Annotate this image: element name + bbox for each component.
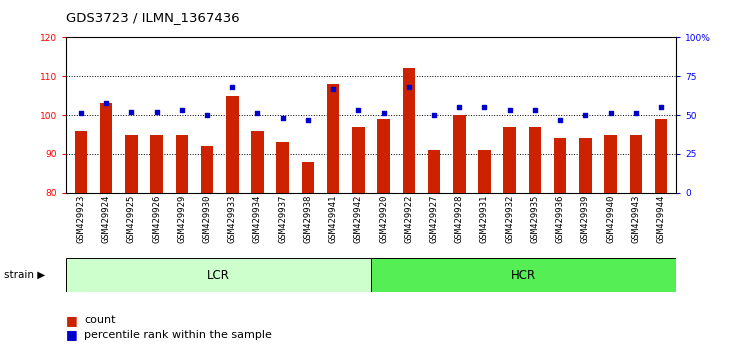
Point (479, 104, 491, 110)
Point (176, 108, 188, 113)
Bar (251, 131, 264, 193)
Point (201, 112, 213, 118)
Point (227, 84, 238, 90)
Bar (201, 146, 213, 193)
Point (151, 109, 162, 115)
Point (580, 112, 591, 118)
Bar (579, 138, 591, 193)
Bar (66, 258, 371, 292)
Bar (605, 135, 617, 193)
Bar (302, 162, 314, 193)
Bar (327, 84, 339, 193)
Text: GDS3723 / ILMN_1367436: GDS3723 / ILMN_1367436 (66, 11, 240, 24)
Point (428, 112, 440, 118)
Bar (629, 135, 642, 193)
Bar (554, 138, 567, 193)
Point (554, 117, 566, 122)
Bar (75, 131, 87, 193)
Bar (478, 150, 491, 193)
Bar (151, 135, 163, 193)
Bar (175, 135, 188, 193)
Bar (100, 103, 113, 193)
Point (75, 111, 87, 116)
Text: strain ▶: strain ▶ (4, 270, 45, 280)
Point (302, 117, 314, 122)
Text: percentile rank within the sample: percentile rank within the sample (84, 330, 272, 339)
Point (251, 111, 263, 116)
Point (630, 111, 642, 116)
Point (100, 100, 112, 105)
Point (277, 115, 289, 121)
Point (378, 111, 390, 116)
Point (352, 108, 364, 113)
Point (655, 104, 667, 110)
Point (327, 86, 339, 91)
Bar (529, 127, 541, 193)
Point (126, 109, 137, 115)
Bar (504, 127, 516, 193)
Bar (226, 96, 238, 193)
Bar (352, 127, 365, 193)
Bar (453, 115, 466, 193)
Text: ■: ■ (66, 314, 77, 327)
Point (605, 111, 616, 116)
Bar (276, 142, 289, 193)
Bar (377, 119, 390, 193)
Text: HCR: HCR (511, 269, 536, 282)
Bar (371, 258, 676, 292)
Bar (655, 119, 667, 193)
Text: LCR: LCR (207, 269, 230, 282)
Point (529, 108, 541, 113)
Bar (403, 68, 415, 193)
Point (403, 84, 414, 90)
Text: count: count (84, 315, 115, 325)
Point (504, 108, 515, 113)
Point (453, 104, 465, 110)
Bar (428, 150, 440, 193)
Text: ■: ■ (66, 328, 77, 341)
Bar (125, 135, 137, 193)
